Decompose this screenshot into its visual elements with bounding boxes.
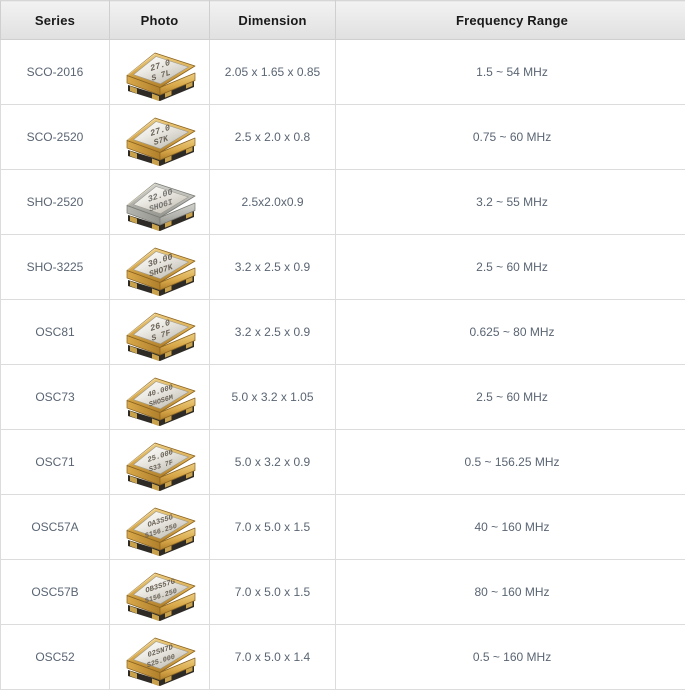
cell-frequency: 0.5 ~ 156.25 MHz (336, 430, 685, 495)
header-series-label: Series (35, 13, 75, 28)
header-row: Series Photo Dimension Frequency Range (1, 1, 685, 40)
cell-frequency: 1.5 ~ 54 MHz (336, 40, 685, 105)
cell-frequency: 40 ~ 160 MHz (336, 495, 685, 560)
cell-frequency: 3.2 ~ 55 MHz (336, 170, 685, 235)
header-dimension: Dimension (210, 1, 336, 40)
cell-series: OSC52 (1, 625, 110, 690)
cell-dimension: 5.0 x 3.2 x 1.05 (210, 365, 336, 430)
header-photo: Photo (110, 1, 210, 40)
cell-frequency: 80 ~ 160 MHz (336, 560, 685, 625)
header-series: Series (1, 1, 110, 40)
cell-series: OSC57A (1, 495, 110, 560)
cell-series: OSC57B (1, 560, 110, 625)
cell-series: SHO-2520 (1, 170, 110, 235)
cell-series: SHO-3225 (1, 235, 110, 300)
cell-frequency: 0.75 ~ 60 MHz (336, 105, 685, 170)
header-frequency: Frequency Range (336, 1, 685, 40)
cell-dimension: 7.0 x 5.0 x 1.5 (210, 560, 336, 625)
cell-series: SCO-2016 (1, 40, 110, 105)
cell-dimension: 5.0 x 3.2 x 0.9 (210, 430, 336, 495)
cell-frequency: 2.5 ~ 60 MHz (336, 365, 685, 430)
cell-series: SCO-2520 (1, 105, 110, 170)
cell-series: OSC73 (1, 365, 110, 430)
cell-dimension: 7.0 x 5.0 x 1.5 (210, 495, 336, 560)
cell-dimension: 2.5 x 2.0 x 0.8 (210, 105, 336, 170)
cell-frequency: 0.5 ~ 160 MHz (336, 625, 685, 690)
cell-dimension: 3.2 x 2.5 x 0.9 (210, 235, 336, 300)
cell-dimension: 2.05 x 1.65 x 0.85 (210, 40, 336, 105)
cell-frequency: 2.5 ~ 60 MHz (336, 235, 685, 300)
cell-dimension: 2.5x2.0x0.9 (210, 170, 336, 235)
cell-series: OSC71 (1, 430, 110, 495)
cell-dimension: 3.2 x 2.5 x 0.9 (210, 300, 336, 365)
header-photo-label: Photo (141, 13, 179, 28)
cell-dimension: 7.0 x 5.0 x 1.4 (210, 625, 336, 690)
cell-frequency: 0.625 ~ 80 MHz (336, 300, 685, 365)
header-frequency-label: Frequency Range (456, 13, 568, 28)
header-dimension-label: Dimension (238, 13, 306, 28)
table-header: Series Photo Dimension Frequency Range (1, 1, 685, 40)
cell-series: OSC81 (1, 300, 110, 365)
